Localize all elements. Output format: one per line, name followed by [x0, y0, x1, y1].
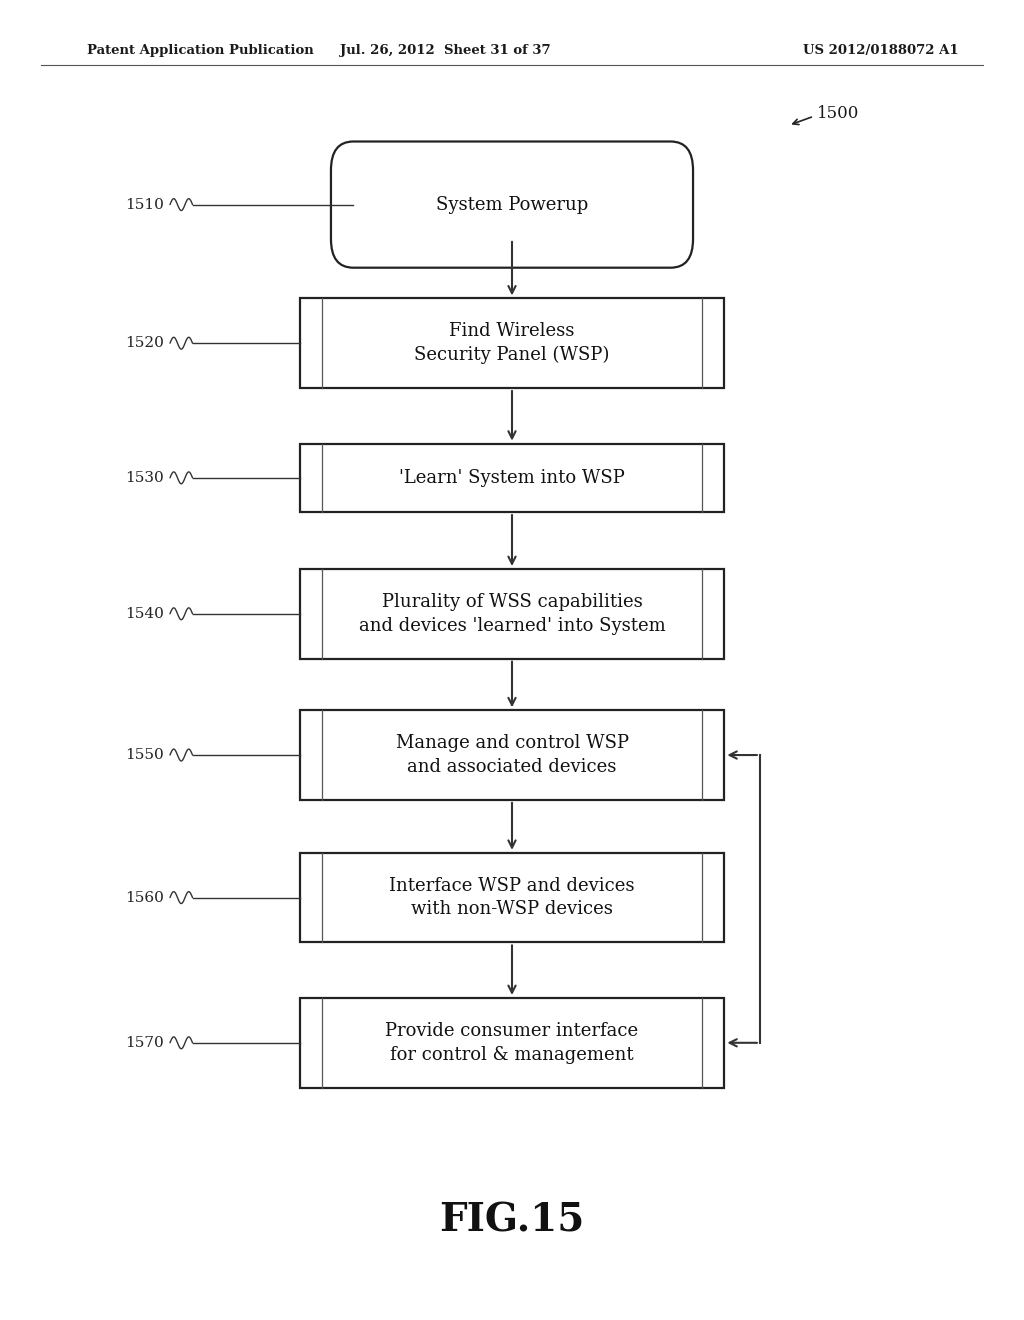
Text: Plurality of WSS capabilities
and devices 'learned' into System: Plurality of WSS capabilities and device… [358, 593, 666, 635]
Text: 1510: 1510 [125, 198, 164, 211]
Bar [299, 710, 725, 800]
Text: 'Learn' System into WSP: 'Learn' System into WSP [399, 469, 625, 487]
Bar [299, 998, 725, 1088]
Text: 1530: 1530 [125, 471, 164, 484]
Text: 1570: 1570 [125, 1036, 164, 1049]
Bar [299, 853, 725, 942]
Text: 1550: 1550 [125, 748, 164, 762]
Text: FIG.15: FIG.15 [439, 1203, 585, 1239]
Text: 1500: 1500 [817, 106, 859, 121]
Bar [299, 569, 725, 659]
Bar [299, 298, 725, 388]
Bar [299, 444, 725, 512]
Text: Interface WSP and devices
with non-WSP devices: Interface WSP and devices with non-WSP d… [389, 876, 635, 919]
Text: 1540: 1540 [125, 607, 164, 620]
Text: Jul. 26, 2012  Sheet 31 of 37: Jul. 26, 2012 Sheet 31 of 37 [340, 44, 551, 57]
Text: System Powerup: System Powerup [436, 195, 588, 214]
Text: 1560: 1560 [125, 891, 164, 904]
Text: Manage and control WSP
and associated devices: Manage and control WSP and associated de… [395, 734, 629, 776]
Text: 1520: 1520 [125, 337, 164, 350]
Text: Find Wireless
Security Panel (WSP): Find Wireless Security Panel (WSP) [415, 322, 609, 364]
Text: Provide consumer interface
for control & management: Provide consumer interface for control &… [385, 1022, 639, 1064]
Text: US 2012/0188072 A1: US 2012/0188072 A1 [803, 44, 958, 57]
Text: Patent Application Publication: Patent Application Publication [87, 44, 313, 57]
FancyBboxPatch shape [331, 141, 693, 268]
